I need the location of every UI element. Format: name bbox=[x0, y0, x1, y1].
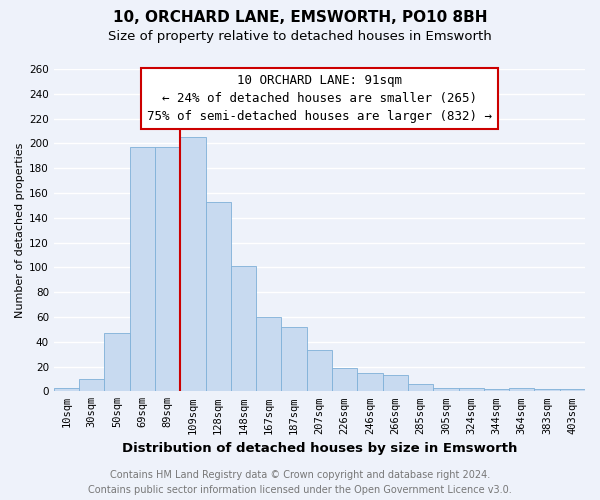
Bar bbox=[130, 147, 155, 392]
Text: 10, ORCHARD LANE, EMSWORTH, PO10 8BH: 10, ORCHARD LANE, EMSWORTH, PO10 8BH bbox=[113, 10, 487, 25]
Bar bbox=[256, 317, 281, 392]
X-axis label: Distribution of detached houses by size in Emsworth: Distribution of detached houses by size … bbox=[122, 442, 517, 455]
Bar bbox=[433, 388, 458, 392]
Bar bbox=[535, 389, 560, 392]
Text: Contains HM Land Registry data © Crown copyright and database right 2024.
Contai: Contains HM Land Registry data © Crown c… bbox=[88, 470, 512, 495]
Bar bbox=[332, 368, 358, 392]
Bar bbox=[408, 384, 433, 392]
Bar bbox=[383, 375, 408, 392]
Bar bbox=[509, 388, 535, 392]
Bar bbox=[358, 372, 383, 392]
Bar bbox=[560, 389, 585, 392]
Text: Size of property relative to detached houses in Emsworth: Size of property relative to detached ho… bbox=[108, 30, 492, 43]
Y-axis label: Number of detached properties: Number of detached properties bbox=[15, 142, 25, 318]
Bar bbox=[54, 388, 79, 392]
Text: 10 ORCHARD LANE: 91sqm
← 24% of detached houses are smaller (265)
75% of semi-de: 10 ORCHARD LANE: 91sqm ← 24% of detached… bbox=[147, 74, 492, 123]
Bar bbox=[231, 266, 256, 392]
Bar bbox=[180, 137, 206, 392]
Bar bbox=[458, 388, 484, 392]
Bar bbox=[281, 327, 307, 392]
Bar bbox=[206, 202, 231, 392]
Bar bbox=[79, 379, 104, 392]
Bar bbox=[155, 147, 180, 392]
Bar bbox=[307, 350, 332, 392]
Bar bbox=[104, 333, 130, 392]
Bar bbox=[484, 389, 509, 392]
